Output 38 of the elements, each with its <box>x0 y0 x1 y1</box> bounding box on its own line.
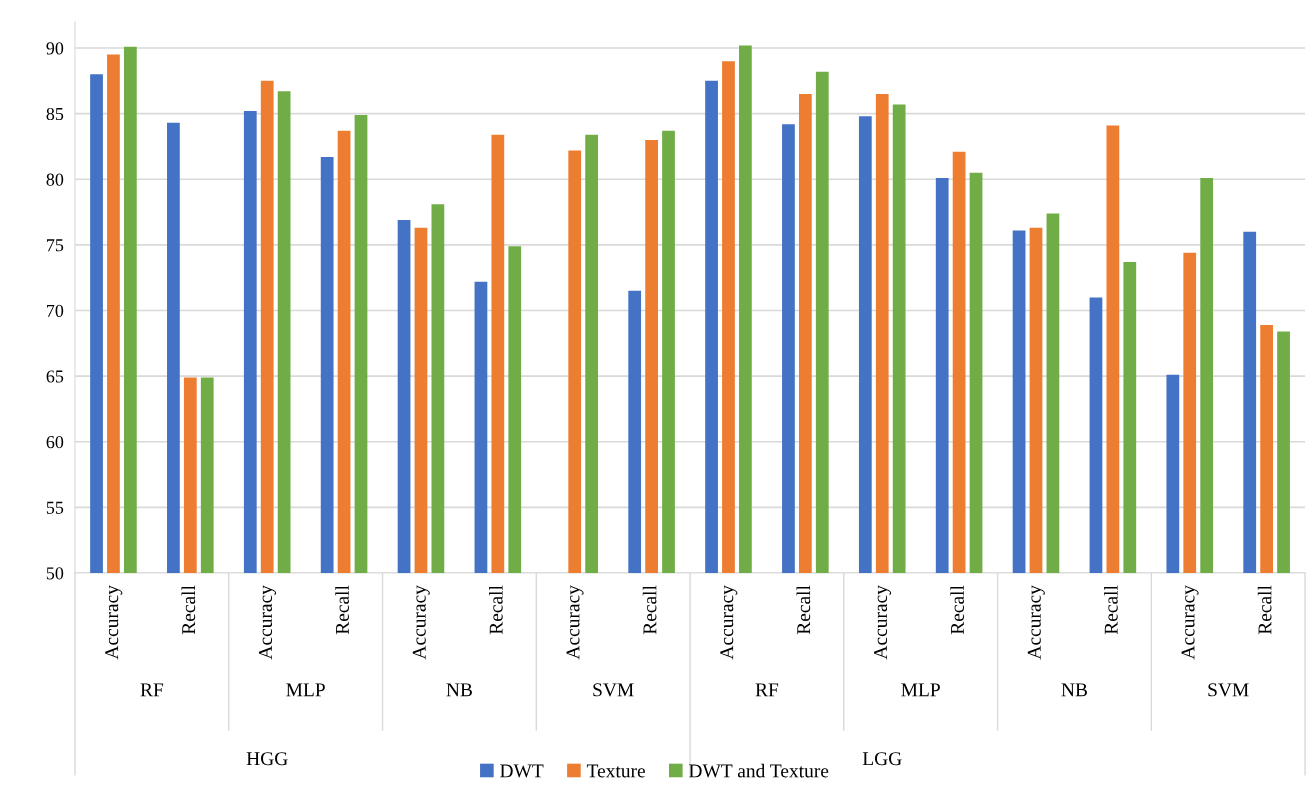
y-tick-label: 75 <box>47 239 64 252</box>
x-tick-label: Accuracy <box>105 585 123 660</box>
y-tick-label: 65 <box>46 370 64 383</box>
y-tick-label: 55 <box>46 501 64 514</box>
text: SVM <box>593 683 634 697</box>
legend-label: DWT <box>500 764 544 778</box>
text: RF <box>755 683 779 697</box>
x-tick-label: Recall <box>489 585 503 635</box>
legend-label: DWT and Texture <box>689 763 829 778</box>
legend-label: Texture <box>586 764 645 778</box>
x-tick-label: Recall <box>642 585 657 635</box>
y-tick-label: 50 <box>46 567 64 580</box>
text: RF <box>140 683 164 697</box>
x-tick-label: Accuracy <box>412 585 430 660</box>
text: LGG <box>862 752 902 766</box>
y-tick-label: 60 <box>46 435 64 449</box>
text: MLP <box>901 683 940 697</box>
x-tick-label: Accuracy <box>1181 585 1199 660</box>
y-tick-label: 80 <box>46 173 64 186</box>
x-tick-label: Accuracy <box>258 585 277 660</box>
x-tick-label: Recall <box>1104 585 1118 635</box>
x-tick-label: Accuracy <box>874 585 892 660</box>
y-tick-label: 90 <box>46 42 64 55</box>
text: HGG <box>246 752 288 766</box>
text: MLP <box>286 683 325 697</box>
text: SVM <box>1208 683 1249 697</box>
x-tick-label: Accuracy <box>1027 585 1045 660</box>
x-tick-label: Recall <box>950 585 964 635</box>
x-tick-label: Recall <box>181 585 196 635</box>
text: NB <box>446 683 472 697</box>
x-tick-label: Accuracy <box>720 585 738 660</box>
x-tick-label: Recall <box>1257 585 1272 635</box>
y-tick-label: 70 <box>47 304 64 317</box>
x-tick-label: Recall <box>335 585 349 635</box>
y-tick-label: 85 <box>46 107 64 121</box>
x-tick-label: Recall <box>796 585 811 635</box>
text: NB <box>1061 683 1087 697</box>
x-tick-label: Accuracy <box>566 585 584 660</box>
